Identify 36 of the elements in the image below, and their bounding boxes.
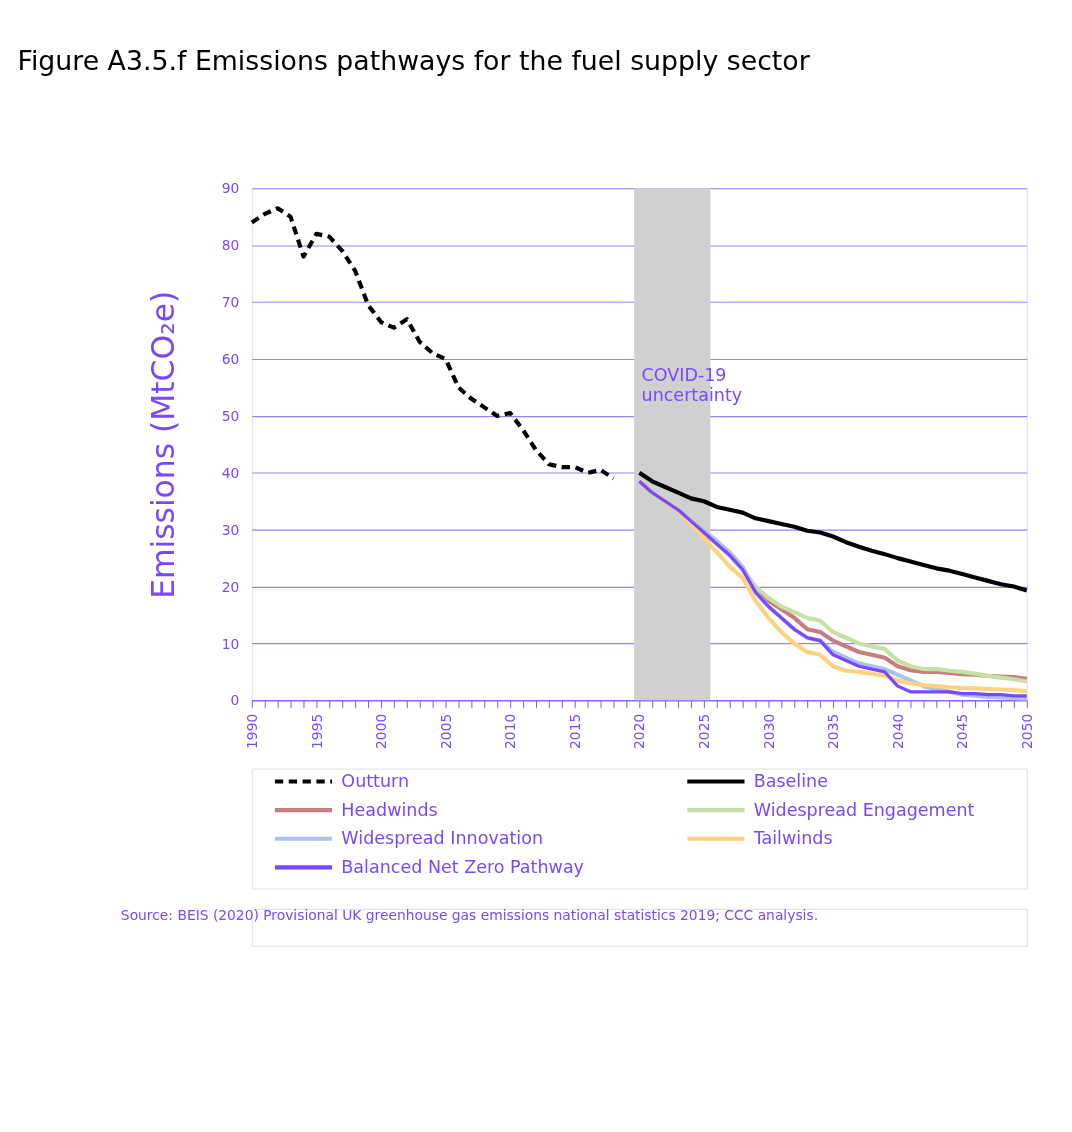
x-tick-label: 2035 (825, 713, 842, 749)
y-tick-label: 80 (221, 237, 240, 254)
legend-label: Outturn (341, 771, 410, 792)
legend-label: Balanced Net Zero Pathway (341, 856, 584, 877)
y-tick-label: 30 (221, 521, 240, 538)
x-tick-label: 2025 (695, 713, 712, 749)
band-label: COVID-19 uncertainty (641, 365, 743, 405)
x-tick-label: 2040 (889, 713, 906, 749)
y-tick-label: 40 (221, 464, 240, 481)
x-tick-label: 2030 (760, 713, 777, 749)
y-axis-title: Emissions (MtCO₂e) (144, 290, 181, 599)
x-tick-label: 2010 (502, 713, 519, 749)
x-tick-label: 2005 (437, 713, 454, 749)
y-tick-label: 10 (221, 635, 240, 652)
x-tick-label: 2020 (631, 713, 648, 749)
x-tick-label: 2045 (954, 713, 971, 749)
legend-label: Tailwinds (752, 828, 833, 849)
legend-label: Headwinds (341, 799, 438, 820)
y-tick-label: 60 (221, 351, 240, 368)
y-tick-label: 50 (221, 407, 240, 424)
x-tick-label: 1990 (243, 713, 260, 749)
source-note: Source: BEIS (2020) Provisional UK greenhouse gas emissions national statistics 2019; CCC analysis. (120, 906, 819, 923)
y-tick-label: 70 (221, 294, 240, 311)
line-series (637, 470, 1029, 593)
x-tick-label: 1995 (308, 713, 325, 749)
x-tick-label: 2000 (373, 713, 390, 749)
y-tick-label: 0 (230, 692, 240, 709)
y-tick-label: 20 (221, 578, 240, 595)
legend-label: Widespread Innovation (341, 828, 544, 849)
x-tick-label: 2015 (566, 713, 583, 749)
x-tick-label: 2050 (1018, 713, 1035, 749)
y-tick-label: 90 (221, 180, 240, 197)
legend-label: Widespread Engagement (753, 799, 975, 820)
chart-title: Figure A3.5.f Emissions pathways for the fuel supply sector (17, 45, 810, 77)
legend-label: Baseline (753, 771, 828, 792)
line-series (249, 206, 616, 481)
